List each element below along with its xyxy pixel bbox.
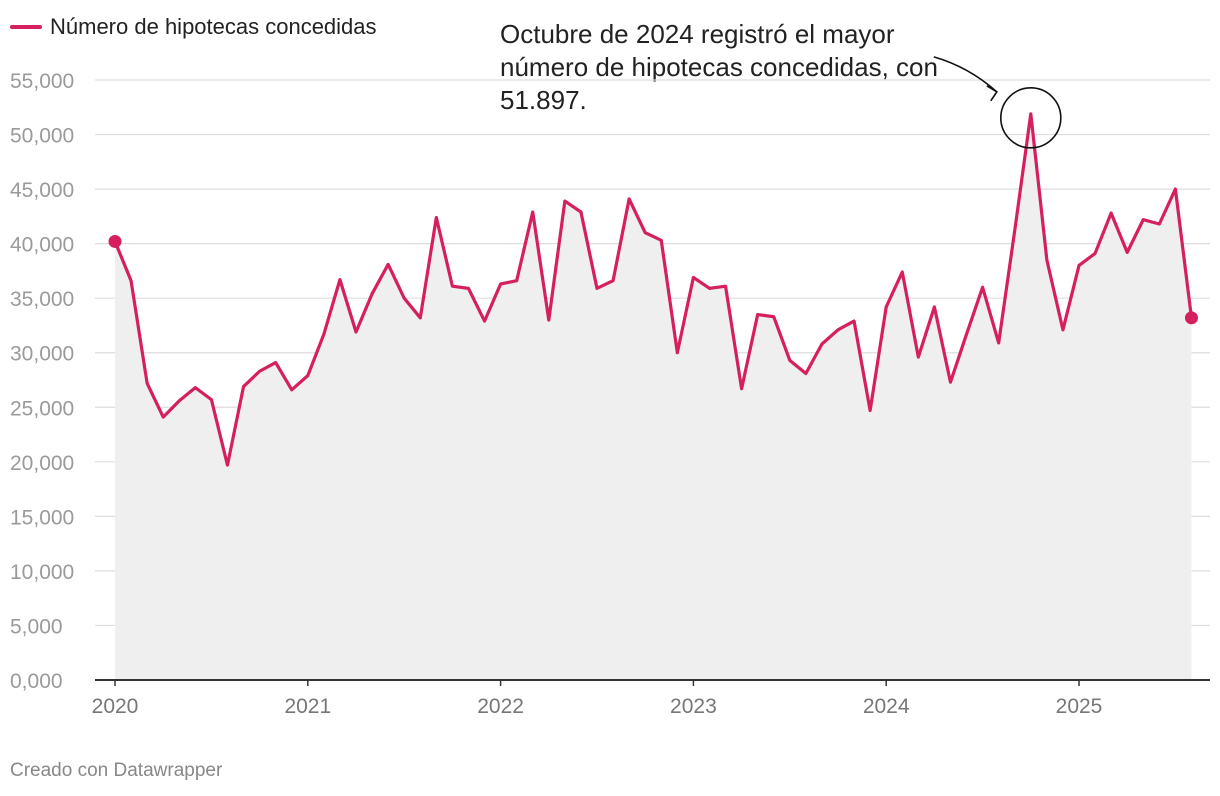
area-fill-layer bbox=[115, 113, 1192, 681]
y-tick-label: 10,000 bbox=[10, 561, 74, 584]
y-tick-label: 30,000 bbox=[10, 343, 74, 366]
y-tick-label: 20,000 bbox=[10, 452, 74, 475]
footer-credit: Creado con Datawrapper bbox=[10, 760, 223, 781]
y-tick-label: 40,000 bbox=[10, 234, 74, 257]
start-point-marker bbox=[108, 234, 122, 248]
y-tick-label: 50,000 bbox=[10, 125, 74, 148]
y-tick-label: 15,000 bbox=[10, 506, 74, 529]
y-tick-label: 0,000 bbox=[10, 670, 63, 693]
area-fill bbox=[115, 113, 1192, 681]
y-tick-label: 5,000 bbox=[10, 615, 63, 638]
y-tick-label: 45,000 bbox=[10, 179, 74, 202]
x-tick-label: 2024 bbox=[863, 695, 910, 718]
annotation-marks bbox=[933, 56, 1062, 149]
end-point-marker bbox=[1184, 311, 1198, 325]
series-line bbox=[113, 112, 1194, 467]
x-tick-label: 2022 bbox=[477, 695, 524, 718]
annotation-arrow bbox=[933, 56, 998, 93]
x-tick-label: 2023 bbox=[670, 695, 717, 718]
legend-label: Número de hipotecas concedidas bbox=[50, 14, 377, 39]
legend: Número de hipotecas concedidas bbox=[10, 14, 377, 40]
annotation-arrowhead bbox=[986, 85, 998, 102]
peak-highlight-circle bbox=[1000, 87, 1062, 149]
axes: 0,000 5,000 10,000 15,000 20,000 25,000 30,000… bbox=[10, 70, 1210, 718]
y-tick-label: 25,000 bbox=[10, 397, 74, 420]
x-tick-label: 2020 bbox=[92, 695, 139, 718]
y-tick-label: 55,000 bbox=[10, 70, 74, 93]
x-tick-label: 2025 bbox=[1056, 695, 1103, 718]
y-tick-label: 35,000 bbox=[10, 288, 74, 311]
x-tick-label: 2021 bbox=[284, 695, 331, 718]
legend-swatch bbox=[10, 25, 42, 29]
peak-annotation-text: Octubre de 2024 registró el mayor número… bbox=[500, 19, 938, 115]
series-line-layer bbox=[108, 112, 1198, 467]
